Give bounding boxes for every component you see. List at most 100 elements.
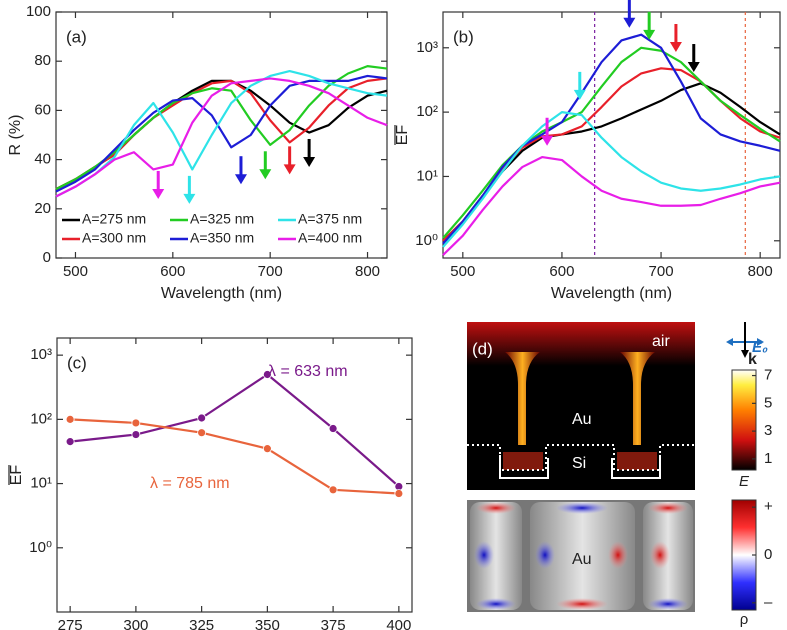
- panel-label: (c): [67, 353, 87, 372]
- arrow-head: [283, 164, 296, 175]
- series-line: [442, 155, 781, 256]
- y-tick-label: 10⁰: [415, 232, 438, 249]
- arrow-head: [573, 89, 586, 100]
- arrow-head: [741, 350, 749, 358]
- slot-glow: [620, 352, 655, 445]
- x-tick-label: 400: [386, 617, 411, 630]
- series-line: [442, 111, 781, 248]
- x-tick-label: 800: [355, 263, 380, 280]
- y-tick-label: 10³: [416, 39, 438, 56]
- charge-blob: [535, 541, 555, 569]
- plot-frame: [442, 11, 781, 259]
- x-tick-label: 700: [649, 263, 674, 280]
- x-tick-label: 325: [189, 617, 214, 630]
- y-axis-label: EF: [394, 125, 411, 146]
- data-point: [197, 413, 207, 423]
- panel: 10⁰10¹10²10³275300325350375400A (nm)EF(c…: [8, 337, 413, 630]
- x-tick-label: 800: [748, 263, 773, 280]
- k-label: k: [748, 351, 757, 368]
- y-tick-label: 60: [34, 101, 51, 118]
- arrow-head: [541, 135, 554, 146]
- data-point: [131, 418, 141, 428]
- data-point: [65, 437, 75, 447]
- colorbar-tick-label: 0: [764, 546, 772, 563]
- arrow-head: [152, 188, 165, 199]
- x-tick-label: 275: [58, 617, 83, 630]
- data-point: [328, 424, 338, 433]
- x-tick-label: 600: [160, 263, 185, 280]
- slot-glow: [505, 352, 540, 445]
- series-line: [55, 74, 388, 193]
- colorbar-tick-label: 1: [764, 450, 772, 467]
- x-tick-label: 500: [450, 263, 475, 280]
- x-axis-label: Wavelength (nm): [551, 285, 672, 302]
- series-line: [70, 373, 400, 488]
- y-axis-label: EF: [8, 465, 25, 486]
- colorbar-tick-label: 5: [764, 394, 772, 411]
- trench-glow: [617, 452, 657, 470]
- series-label: λ = 785 nm: [150, 475, 230, 492]
- charge-blob: [476, 502, 516, 514]
- series-line: [70, 418, 399, 495]
- series-line: [55, 69, 388, 198]
- arrow-head: [183, 193, 196, 204]
- trench-glow: [503, 452, 543, 470]
- legend-label: A=400 nm: [298, 230, 362, 246]
- colorbar-tick-label: 7: [764, 367, 772, 384]
- data-point: [394, 489, 404, 498]
- colorbar-label: E: [739, 473, 750, 490]
- panel-label: (a): [66, 27, 87, 46]
- au-label: Au: [572, 551, 592, 568]
- charge-blob: [556, 598, 608, 610]
- y-tick-label: 10¹: [30, 475, 52, 492]
- y-tick-label: 80: [34, 52, 51, 69]
- colorbar-tick-label: +: [764, 498, 773, 515]
- arrow-head: [643, 29, 656, 40]
- charge-blob: [648, 502, 688, 514]
- colorbar-label: ρ: [740, 611, 749, 628]
- legend-label: A=350 nm: [190, 230, 254, 246]
- e0-label: E₀: [752, 339, 768, 356]
- legend-label: A=300 nm: [82, 230, 146, 246]
- y-tick-label: 10²: [30, 410, 52, 427]
- panel-label: (b): [453, 27, 474, 46]
- x-tick-label: 600: [549, 263, 574, 280]
- series-line: [442, 46, 781, 239]
- field-glow: [467, 322, 695, 366]
- legend-label: A=375 nm: [298, 211, 362, 227]
- legend-label: A=275 nm: [82, 211, 146, 227]
- data-point: [262, 444, 272, 454]
- panel-d: (d) air Au Si Au E₀ k E ρ: [467, 322, 768, 628]
- panel: 0 20 40 60 80 100 500 600 700 800 Wavelength (nm) R…: [7, 3, 388, 302]
- charge-blob: [608, 541, 628, 569]
- x-axis-label: Wavelength (nm): [161, 285, 282, 302]
- arrow-head: [234, 174, 247, 185]
- charge-blob: [556, 502, 608, 514]
- arrow-head: [303, 156, 316, 167]
- charge-blob: [648, 598, 688, 610]
- series-line: [55, 77, 388, 198]
- x-tick-label: 350: [255, 617, 280, 630]
- cylinder: [470, 502, 522, 610]
- y-tick-label: 40: [34, 151, 51, 168]
- plot-frame: [56, 337, 413, 613]
- plot-frame: [55, 11, 388, 259]
- legend-label: A=325 nm: [190, 211, 254, 227]
- panel: 10⁰ 10¹ 10² 10³ 500 600 700 800 Wavelength (nm) E…: [394, 0, 781, 302]
- y-tick-label: 0: [43, 249, 51, 266]
- x-tick-label: 375: [321, 617, 346, 630]
- data-point: [131, 430, 141, 439]
- data-point: [328, 485, 338, 495]
- arrow-head: [623, 17, 636, 28]
- x-tick-label: 700: [258, 263, 283, 280]
- charge-blob: [650, 541, 670, 569]
- series-line: [442, 67, 781, 242]
- y-tick-label: 10²: [416, 103, 438, 120]
- charge-blob: [474, 541, 494, 569]
- colorbar-tick-label: 3: [764, 422, 772, 439]
- x-tick-label: 300: [123, 617, 148, 630]
- field-colorbar: [731, 369, 757, 471]
- series-line: [442, 33, 781, 245]
- si-label: Si: [572, 455, 586, 472]
